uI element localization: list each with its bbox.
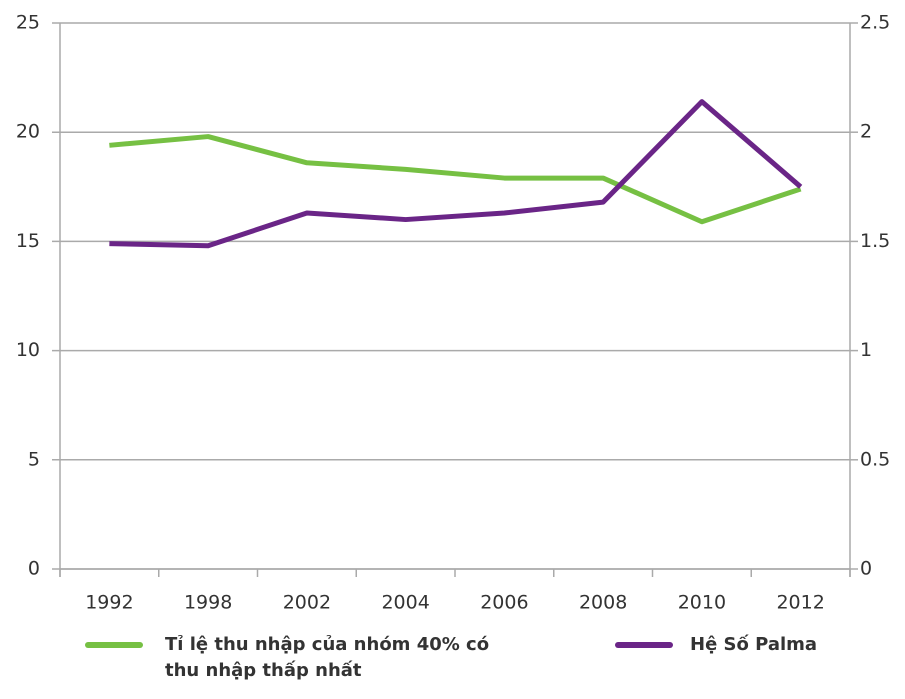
y2-tick-label: 1.5 — [860, 230, 890, 252]
y-tick-label: 15 — [16, 230, 40, 252]
x-tick-label: 1998 — [184, 592, 232, 614]
y-tick-label: 5 — [28, 448, 40, 470]
legend-swatch — [615, 642, 673, 648]
x-tick-label: 2008 — [579, 592, 627, 614]
x-tick-label: 2002 — [283, 592, 331, 614]
y-tick-label: 25 — [16, 12, 40, 34]
y2-tick-label: 0 — [860, 558, 872, 580]
x-tick-label: 2006 — [480, 592, 528, 614]
y2-tick-label: 2.5 — [860, 12, 890, 34]
series-line — [109, 134, 802, 225]
y-tick-label: 0 — [28, 558, 40, 580]
x-tick-label: 2012 — [776, 592, 824, 614]
x-tick-label: 2010 — [678, 592, 726, 614]
y-tick-label: 10 — [16, 339, 40, 361]
y2-tick-label: 2 — [860, 121, 872, 143]
y-tick-label: 20 — [16, 121, 40, 143]
legend-label: Hệ Số Palma — [690, 634, 818, 655]
x-tick-label: 1992 — [85, 592, 133, 614]
x-tick-label: 2004 — [381, 592, 429, 614]
legend-swatch — [85, 642, 143, 648]
y2-tick-label: 1 — [860, 339, 872, 361]
y2-tick-label: 0.5 — [860, 448, 890, 470]
series-line — [109, 99, 803, 249]
legend-label: Tỉ lệ thu nhập của nhóm 40% có thu nhập … — [165, 634, 490, 681]
